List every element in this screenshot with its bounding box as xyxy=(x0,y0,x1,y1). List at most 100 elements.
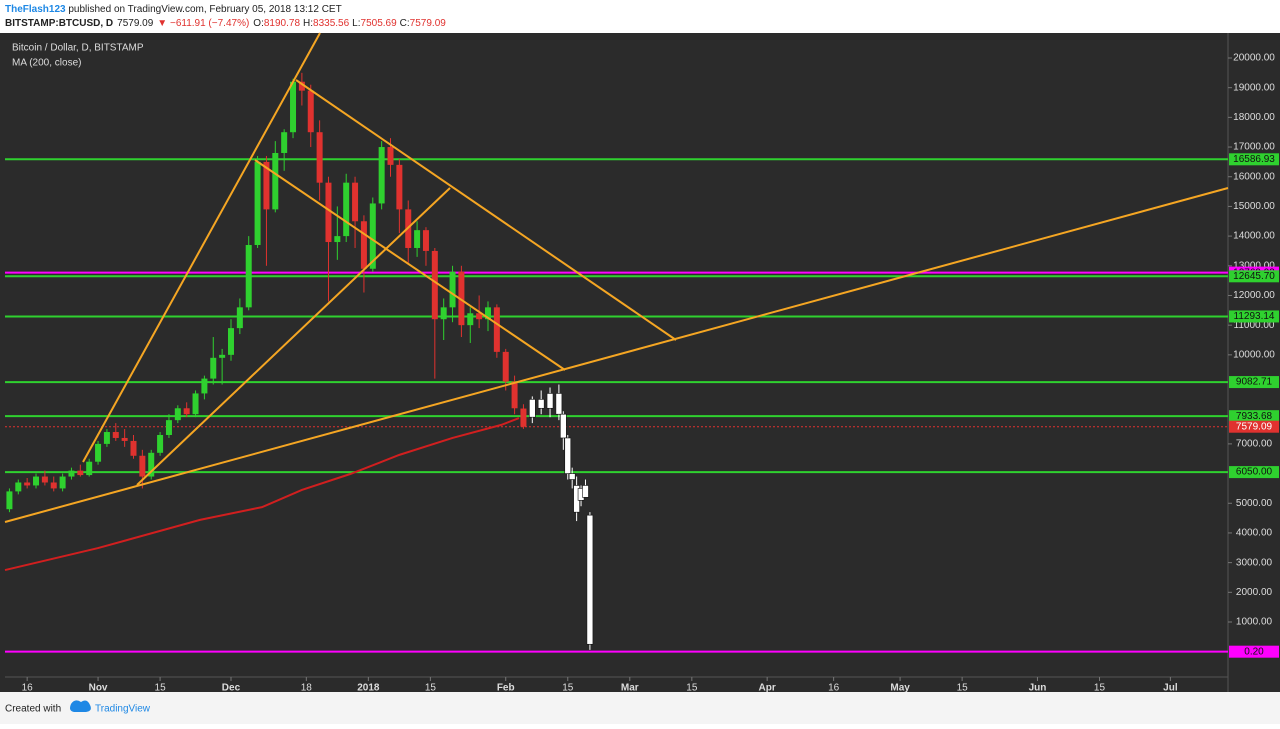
author[interactable]: TheFlash123 xyxy=(5,4,66,15)
candle-body xyxy=(77,470,84,476)
candle-body xyxy=(325,182,332,243)
candle-body xyxy=(520,408,527,427)
ohlc-value: 8190.78 xyxy=(264,18,301,29)
x-tick-label: 15 xyxy=(686,683,698,694)
y-tick-label: 20000.00 xyxy=(1233,53,1275,64)
candle-body xyxy=(555,393,563,415)
y-tick-label: 13000.00 xyxy=(1233,260,1275,271)
level-label-box xyxy=(1229,466,1279,479)
candle-body xyxy=(254,161,261,246)
candle-body xyxy=(537,399,545,409)
footer-bar xyxy=(0,692,1280,724)
candle-body xyxy=(431,250,438,320)
candle-body xyxy=(440,307,447,320)
y-tick-label: 1000.00 xyxy=(1236,617,1273,628)
candle-body xyxy=(165,420,172,435)
y-tick-label: 15000.00 xyxy=(1233,201,1275,212)
candle-body xyxy=(511,381,518,409)
candle-body xyxy=(334,236,341,243)
candle-body xyxy=(564,437,572,474)
trend-lines xyxy=(4,32,1229,523)
x-tick-label: Jun xyxy=(1029,683,1047,694)
level-label: 7933.68 xyxy=(1236,411,1273,422)
trend-line xyxy=(295,79,677,341)
x-tick-label: Nov xyxy=(89,683,108,694)
candle-body xyxy=(290,81,297,133)
last-price: 7579.09 xyxy=(117,18,154,29)
trend-line xyxy=(4,187,1229,523)
candle-body xyxy=(121,437,128,441)
candle-body xyxy=(568,473,576,480)
x-tick-label: Jul xyxy=(1163,683,1178,694)
header-bar xyxy=(0,0,1280,33)
level-label-box xyxy=(1229,645,1279,658)
footer-brand[interactable]: TradingView xyxy=(95,704,151,715)
candle-body xyxy=(378,147,385,204)
candle-body xyxy=(422,230,429,251)
x-tick-label: 15 xyxy=(425,683,437,694)
level-label: 12645.70 xyxy=(1233,271,1275,282)
x-tick-label: Feb xyxy=(497,683,515,694)
candle-body xyxy=(387,147,394,165)
candle-body xyxy=(139,455,146,477)
study-label[interactable]: MA (200, close) xyxy=(12,58,81,69)
y-tick-label: 17000.00 xyxy=(1233,142,1275,153)
symbol: BITSTAMP:BTCUSD, D xyxy=(5,18,113,29)
trend-line xyxy=(82,32,321,463)
level-label-box xyxy=(1229,153,1279,166)
ohlc-key: C: xyxy=(400,18,410,29)
ohlc-key: O: xyxy=(253,18,264,29)
trend-line xyxy=(136,187,451,486)
x-tick-label: May xyxy=(890,683,910,694)
candle-body xyxy=(24,482,31,486)
ohlc-value: 8335.56 xyxy=(313,18,350,29)
level-label-box xyxy=(1229,420,1279,433)
ohlc-value: 7579.09 xyxy=(410,18,447,29)
candle-body xyxy=(476,313,483,320)
chart-background xyxy=(0,33,1280,692)
candle-body xyxy=(272,152,279,210)
y-tick-label: 10000.00 xyxy=(1233,349,1275,360)
candle-body xyxy=(59,476,66,489)
candle-body xyxy=(586,514,594,645)
x-tick-label: Mar xyxy=(621,683,639,694)
x-tick-label: Dec xyxy=(222,683,241,694)
level-label: 16586.93 xyxy=(1233,154,1275,165)
y-tick-label: 4000.00 xyxy=(1236,528,1273,539)
candle-body xyxy=(529,399,536,418)
candle-body xyxy=(360,221,367,269)
level-label: 7579.09 xyxy=(1236,421,1273,432)
level-label: 6050.00 xyxy=(1236,467,1273,478)
level-label-box xyxy=(1229,270,1279,283)
y-tick-label: 2000.00 xyxy=(1236,587,1273,598)
header-line: TheFlash123 published on TradingView.com… xyxy=(5,4,342,15)
symbol-line: BITSTAMP:BTCUSD, D 7579.09 ▼ −611.91 (−7.4… xyxy=(5,18,446,29)
x-tick-label: 18 xyxy=(301,683,313,694)
x-tick-label: 15 xyxy=(1094,683,1106,694)
candle-body xyxy=(369,203,376,269)
candle-body xyxy=(227,328,234,355)
level-label: 11293.14 xyxy=(1234,311,1275,322)
candle-body xyxy=(484,307,491,320)
candle-body xyxy=(103,432,110,444)
candle-body xyxy=(201,378,208,394)
candle-body xyxy=(130,440,137,456)
x-tick-label: 2018 xyxy=(357,683,380,694)
ohlc-value: 7505.69 xyxy=(361,18,398,29)
y-tick-label: 12000.00 xyxy=(1233,290,1275,301)
candle-body xyxy=(219,354,226,358)
candle-body xyxy=(236,307,243,329)
candle-body xyxy=(183,408,190,415)
candle-body xyxy=(502,351,509,382)
y-tick-label: 18000.00 xyxy=(1233,112,1275,123)
candle-body xyxy=(414,230,421,248)
candle-body xyxy=(281,132,288,153)
y-tick-label: 3000.00 xyxy=(1236,557,1273,568)
candle-body xyxy=(298,81,305,91)
candle-body xyxy=(307,90,314,133)
trend-line xyxy=(254,159,566,371)
x-tick-label: 15 xyxy=(155,683,167,694)
y-tick-label: 14000.00 xyxy=(1233,231,1275,242)
brand-icon xyxy=(70,700,91,712)
level-label-box xyxy=(1229,310,1279,323)
